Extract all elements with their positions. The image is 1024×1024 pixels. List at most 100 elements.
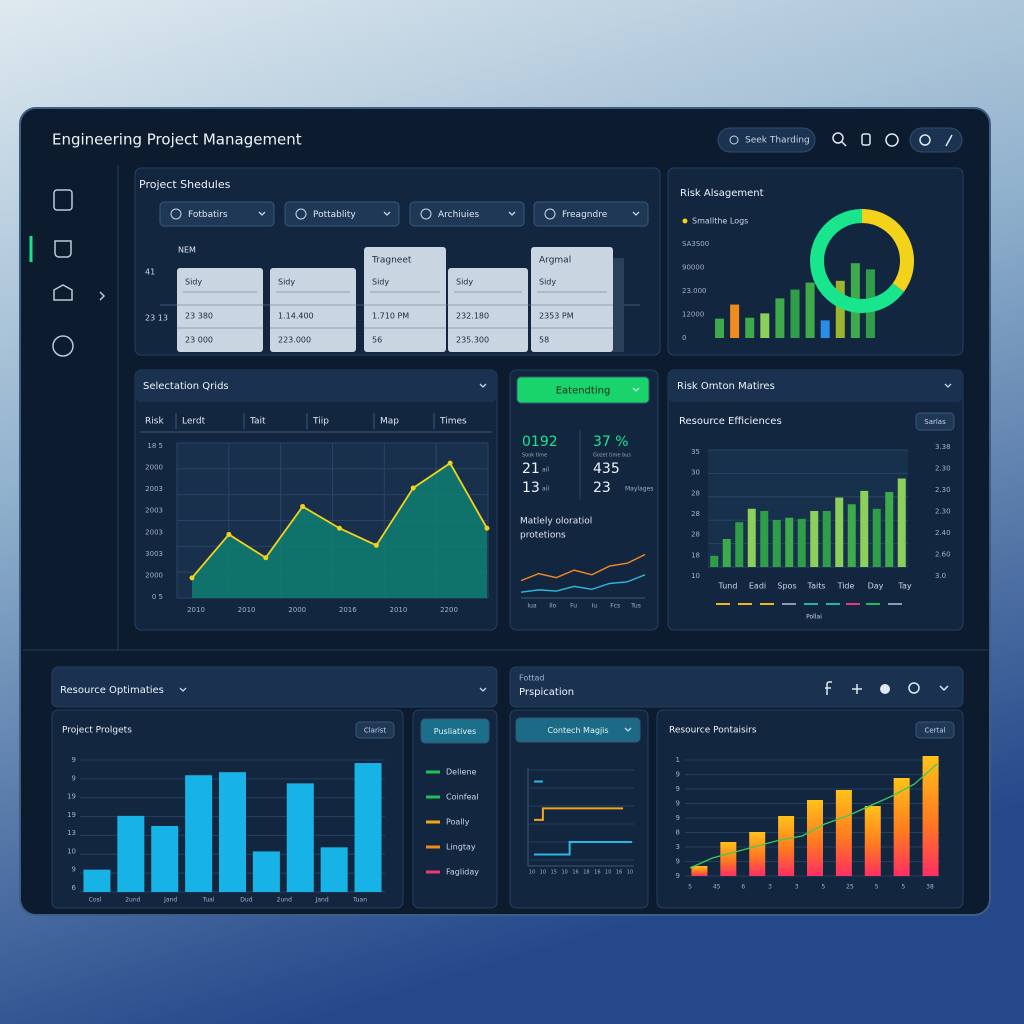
panel-header — [668, 370, 963, 402]
share-icon[interactable] — [825, 681, 832, 695]
button[interactable] — [516, 376, 650, 404]
x-tick-label: 5 — [875, 884, 879, 891]
legend-label: Poally — [446, 818, 470, 827]
card-value: 1.14.400 — [278, 312, 314, 321]
button-label[interactable]: Sarlas — [924, 418, 946, 426]
filter-icon — [170, 208, 182, 220]
stat-value: 21 — [522, 461, 540, 477]
filter-dropdown[interactable] — [409, 201, 525, 227]
filter-icon — [295, 208, 307, 220]
chevron[interactable] — [479, 687, 487, 692]
notification-button[interactable] — [861, 133, 871, 146]
chevron[interactable] — [632, 211, 640, 216]
button-label[interactable]: Eatendting — [556, 386, 611, 397]
search-box[interactable] — [717, 127, 816, 153]
bar — [747, 508, 756, 567]
button-label[interactable]: Contech Magjis — [547, 726, 608, 735]
chevron[interactable] — [624, 727, 632, 732]
bar — [710, 555, 719, 567]
sidebar-icon[interactable] — [53, 284, 73, 301]
chevron[interactable] — [508, 211, 516, 216]
sidebar-icon[interactable] — [52, 335, 74, 357]
chevron[interactable] — [383, 211, 391, 216]
y-tick-label: 8 — [676, 829, 680, 837]
panel-title: Selectation Qrids — [143, 381, 229, 392]
column-header: Times — [439, 417, 467, 427]
x-tick-label: 10 — [561, 870, 567, 876]
account-pill[interactable] — [909, 127, 963, 153]
filter-dropdown[interactable] — [533, 201, 649, 227]
search-text[interactable]: Seek Tharding — [745, 136, 810, 146]
y-tick-label: 2000 — [145, 571, 163, 579]
filter-label[interactable]: Pottablity — [313, 210, 356, 220]
button[interactable] — [915, 721, 955, 739]
collapse-icon[interactable] — [939, 685, 949, 692]
globe-button[interactable] — [885, 133, 899, 147]
x-tick-label: 2010 — [389, 606, 407, 614]
y-tick-label: 28 — [691, 510, 700, 518]
search-button[interactable] — [832, 132, 844, 144]
bar — [820, 320, 830, 338]
sidebar-icon[interactable] — [54, 240, 72, 258]
button[interactable] — [420, 718, 490, 744]
bar — [720, 842, 737, 876]
x-tick-label: Fu — [570, 603, 577, 610]
chevron[interactable] — [479, 383, 487, 388]
column-header: Tiip — [312, 417, 329, 427]
button[interactable] — [915, 412, 955, 431]
x-tick-label: 5 — [688, 884, 692, 891]
bar — [778, 816, 795, 876]
chevron[interactable] — [179, 687, 187, 692]
card-value: 23 000 — [185, 336, 213, 345]
bar — [735, 522, 744, 567]
x-tick-label: 45 — [713, 884, 721, 891]
expand-arrow[interactable] — [99, 291, 106, 301]
filter-label[interactable]: Fotbatirs — [188, 210, 228, 220]
x-tick-label: 15 — [551, 870, 557, 876]
bar — [785, 517, 794, 567]
point — [189, 575, 195, 581]
schedule-card[interactable] — [448, 268, 528, 352]
chevron[interactable] — [632, 387, 640, 392]
trend-line — [689, 763, 938, 869]
card-title: Sidy — [185, 278, 202, 287]
x-tick-label: 5 — [821, 884, 825, 891]
y-tick-label: 19 — [67, 793, 76, 801]
y-tick-label: 3.0 — [935, 572, 946, 580]
filter-label[interactable]: Freagndre — [562, 210, 608, 220]
button[interactable] — [515, 717, 641, 743]
x-tick-label: 3 — [795, 884, 799, 891]
schedule-card[interactable] — [270, 268, 356, 352]
legend-label: Fagliday — [446, 868, 479, 877]
x-tick-label: Day — [868, 582, 884, 591]
schedule-card[interactable] — [531, 247, 613, 352]
button-label[interactable]: Pusliatives — [434, 727, 476, 736]
point — [373, 542, 379, 548]
schedule-card[interactable] — [364, 247, 446, 352]
button-label[interactable]: Certal — [924, 727, 945, 735]
section-title: Resource Optimaties — [60, 685, 164, 696]
record-icon[interactable] — [880, 684, 890, 694]
button-label[interactable]: Clarist — [364, 727, 387, 735]
filter-dropdown[interactable] — [284, 201, 400, 227]
chevron[interactable] — [258, 211, 266, 216]
point — [300, 504, 306, 510]
filter-label[interactable]: Archiuies — [438, 210, 480, 220]
line — [520, 574, 646, 593]
add-icon[interactable] — [852, 684, 862, 694]
bar — [860, 490, 869, 567]
y-tick-label: 2.40 — [935, 529, 951, 537]
bar — [760, 511, 769, 567]
point — [484, 525, 490, 531]
button[interactable] — [355, 721, 395, 739]
comment-icon[interactable] — [908, 682, 920, 694]
chevron[interactable] — [944, 383, 952, 388]
y-tick-label: 28 — [691, 489, 700, 497]
filter-dropdown[interactable] — [159, 201, 275, 227]
y-tick-label: 2003 — [145, 485, 163, 493]
stat-value: 435 — [593, 461, 620, 477]
sidebar-icon[interactable] — [53, 189, 73, 211]
x-tick-label: Fcs — [610, 603, 620, 610]
y-tick-label: 0 — [682, 334, 686, 342]
schedule-card[interactable] — [177, 268, 263, 352]
